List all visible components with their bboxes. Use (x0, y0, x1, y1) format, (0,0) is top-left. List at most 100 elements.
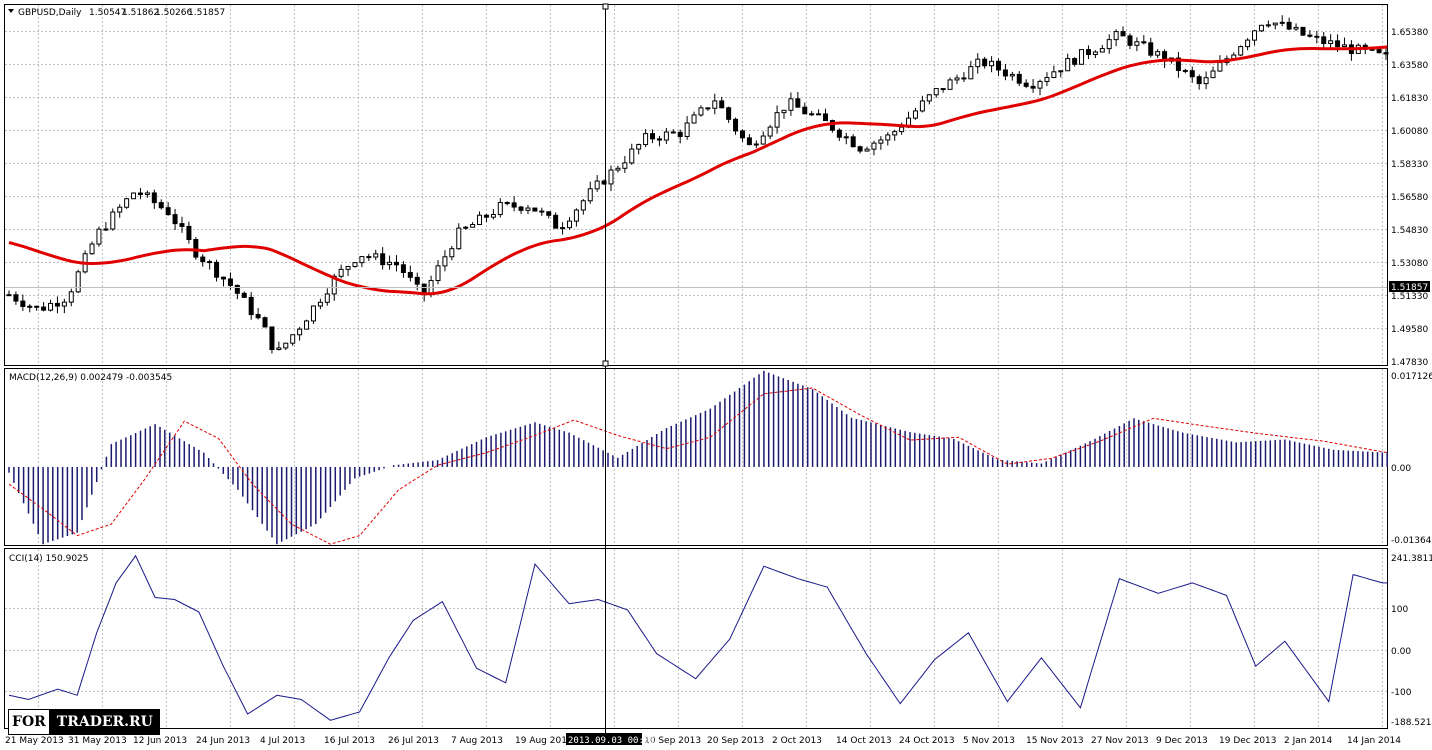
candle (89, 241, 95, 255)
candle (490, 208, 496, 220)
candle (760, 131, 766, 145)
candle (262, 316, 268, 328)
candle (608, 165, 614, 192)
candle (1328, 34, 1334, 49)
candle (885, 132, 891, 146)
cursor-top-handle[interactable] (602, 3, 609, 10)
candle (553, 212, 559, 229)
time-label: 14 Oct 2013 (836, 736, 892, 746)
candle (823, 108, 829, 122)
candle (629, 143, 635, 165)
candle (1120, 26, 1126, 37)
candle (926, 94, 932, 105)
candle (892, 129, 898, 141)
candle (809, 111, 815, 117)
candle (843, 132, 849, 145)
candle (1044, 72, 1050, 87)
watermark-logo: FOR TRADER.RU (8, 708, 160, 736)
macd-signal-line (8, 387, 1388, 545)
candle (643, 129, 649, 148)
candle (1079, 49, 1085, 65)
candle (241, 291, 247, 298)
candle (1072, 57, 1078, 67)
candle (477, 211, 483, 225)
time-label: 26 Jul 2013 (388, 736, 439, 746)
candle (871, 140, 877, 156)
candle (1341, 37, 1347, 48)
candle (1085, 45, 1091, 60)
candle (1030, 79, 1036, 93)
candle (248, 292, 254, 320)
candle (1127, 33, 1133, 50)
candle (110, 208, 116, 231)
candle (27, 304, 33, 313)
candle (982, 56, 988, 69)
cci-label: CCI(14) 150.9025 (9, 554, 89, 564)
candle (1300, 26, 1306, 37)
candle (788, 92, 794, 116)
time-label: 9 Dec 2013 (1156, 736, 1208, 746)
time-label: 27 Nov 2013 (1091, 736, 1149, 746)
candle (1092, 50, 1098, 59)
candle (456, 223, 462, 250)
candle (802, 102, 808, 115)
candle (996, 58, 1002, 76)
candle (580, 199, 586, 215)
time-label: 19 Dec 2013 (1219, 736, 1277, 746)
candle (1175, 51, 1181, 78)
time-label: 5 Nov 2013 (963, 736, 1015, 746)
candle (179, 216, 185, 233)
candle (1203, 71, 1209, 90)
candle (290, 334, 296, 346)
candle (615, 165, 621, 173)
candle (1065, 53, 1071, 72)
time-label: 19 Aug 2013 (515, 736, 573, 746)
candle (1051, 65, 1057, 79)
candle (753, 140, 759, 149)
candle (733, 117, 739, 135)
macd-tick-max: 0.017126 (1391, 372, 1432, 382)
time-label: 7 Aug 2013 (451, 736, 503, 746)
candle (878, 136, 884, 150)
candle (636, 143, 642, 155)
candle (663, 128, 669, 144)
cursor-time-box (566, 733, 642, 745)
cci-line (8, 554, 1388, 721)
candle (13, 291, 19, 305)
candle (96, 226, 102, 247)
watermark-part2: TRADER.RU (49, 709, 160, 735)
candle (345, 265, 351, 276)
price-panel (4, 4, 1388, 366)
candle (200, 254, 206, 267)
candle (20, 294, 26, 311)
candle (712, 93, 718, 115)
candle (1245, 38, 1251, 51)
candle (186, 221, 192, 244)
candle (1182, 68, 1188, 74)
candle (1113, 29, 1119, 47)
watermark-part1: FOR (8, 709, 50, 735)
candle (1002, 64, 1008, 81)
menu-triangle-icon[interactable] (8, 9, 14, 13)
candle (366, 253, 372, 262)
price-tick: 1.60080 (1391, 127, 1428, 137)
candle (359, 256, 365, 268)
time-axis: 21 May 2013 31 May 2013 12 Jun 2013 24 J… (5, 736, 1401, 746)
candle (587, 181, 593, 204)
price-axis: 1.65380 1.63580 1.61830 1.60080 1.58330 … (1391, 28, 1428, 368)
candle (1058, 70, 1064, 78)
candle (435, 260, 441, 285)
current-price-box (1389, 281, 1430, 292)
candle (739, 129, 745, 143)
cursor-bottom-handle[interactable] (602, 360, 609, 367)
candle (511, 196, 517, 212)
candle (400, 261, 406, 278)
candle (1307, 30, 1313, 38)
time-label: 2 Oct 2013 (772, 736, 822, 746)
candle (1016, 71, 1022, 87)
candle (380, 247, 386, 270)
candle (850, 134, 856, 148)
candle (525, 205, 531, 215)
candle (746, 134, 752, 146)
